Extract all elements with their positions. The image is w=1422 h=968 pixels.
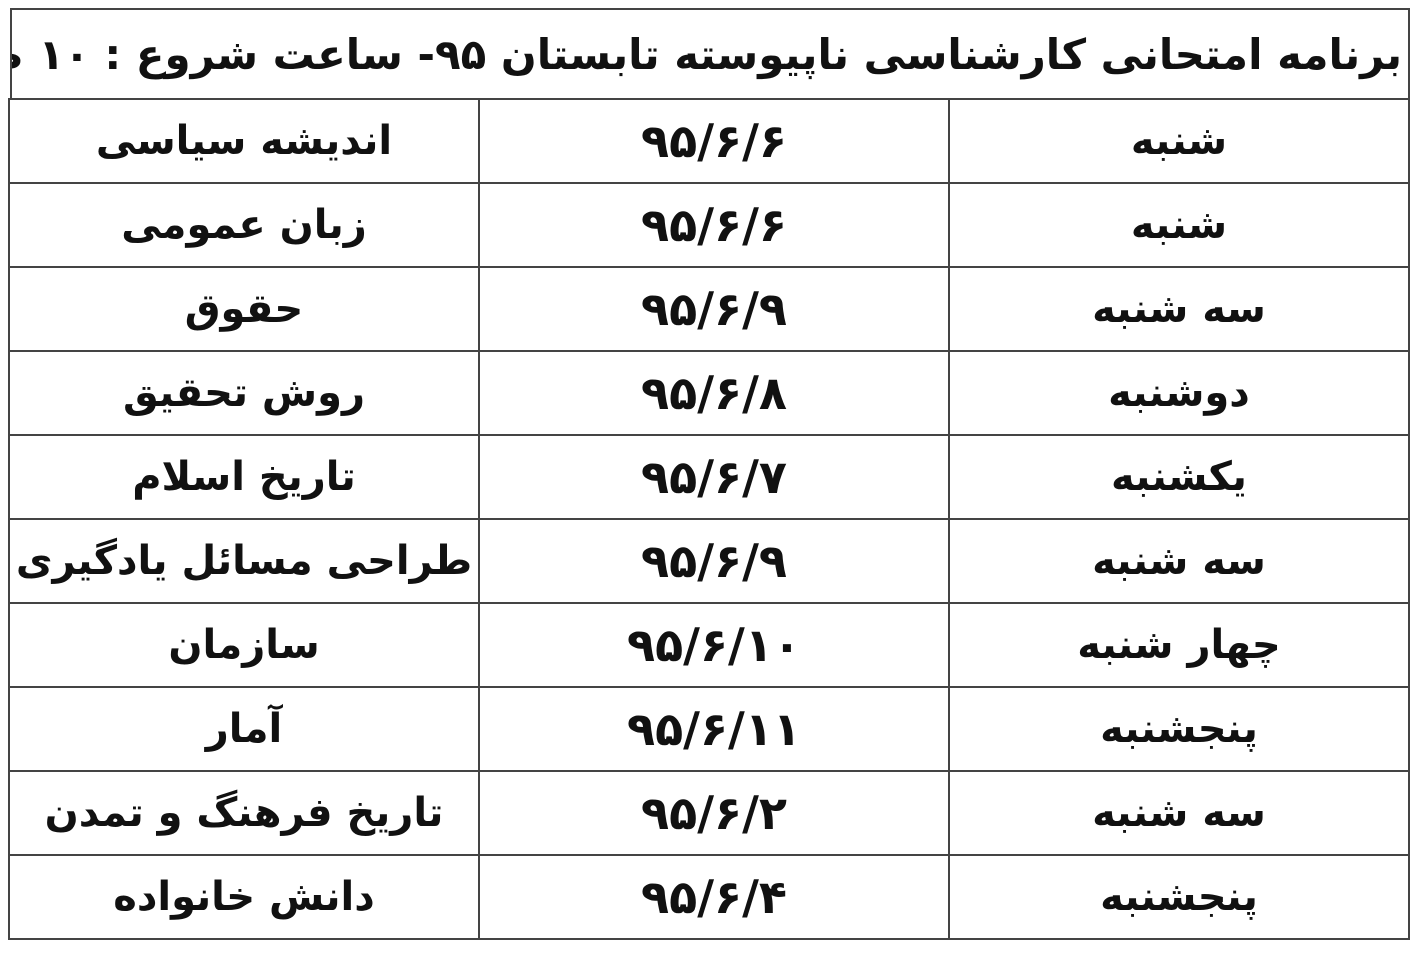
table-body: شنبه ۹۵/۶/۶ اندیشه سیاسی شنبه ۹۵/۶/۶ زبان عمو… <box>8 98 1410 940</box>
day-cell: سه شنبه <box>948 266 1410 352</box>
exam-table: شنبه ۹۵/۶/۶ اندیشه سیاسی شنبه ۹۵/۶/۶ زبان عمو… <box>8 98 1410 940</box>
day-cell: شنبه <box>948 98 1410 184</box>
date-cell: ۹۵/۶/۴ <box>478 854 950 940</box>
course-cell: طراحی مسائل یادگیری <box>8 518 480 604</box>
table-row: سه شنبه ۹۵/۶/۹ طراحی مسائل یادگیری <box>8 518 1410 604</box>
table-row: دوشنبه ۹۵/۶/۸ روش تحقیق <box>8 350 1410 436</box>
day-cell: پنجشنبه <box>948 686 1410 772</box>
date-cell: ۹۵/۶/۸ <box>478 350 950 436</box>
course-cell: تاریخ فرهنگ و تمدن <box>8 770 480 856</box>
date-cell: ۹۵/۶/۲ <box>478 770 950 856</box>
table-row: پنجشنبه ۹۵/۶/۱۱ آمار <box>8 686 1410 772</box>
day-cell: پنجشنبه <box>948 854 1410 940</box>
table-row: شنبه ۹۵/۶/۶ زبان عمومی <box>8 182 1410 268</box>
day-cell: چهار شنبه <box>948 602 1410 688</box>
table-row: سه شنبه ۹۵/۶/۲ تاریخ فرهنگ و تمدن <box>8 770 1410 856</box>
date-cell: ۹۵/۶/۱۱ <box>478 686 950 772</box>
course-cell: روش تحقیق <box>8 350 480 436</box>
date-cell: ۹۵/۶/۶ <box>478 98 950 184</box>
course-cell: آمار <box>8 686 480 772</box>
date-cell: ۹۵/۶/۶ <box>478 182 950 268</box>
table-row: شنبه ۹۵/۶/۶ اندیشه سیاسی <box>8 98 1410 184</box>
date-cell: ۹۵/۶/۹ <box>478 518 950 604</box>
course-cell: دانش خانواده <box>8 854 480 940</box>
course-cell: تاریخ اسلام <box>8 434 480 520</box>
date-cell: ۹۵/۶/۷ <box>478 434 950 520</box>
table-row: یکشنبه ۹۵/۶/۷ تاریخ اسلام <box>8 434 1410 520</box>
date-cell: ۹۵/۶/۹ <box>478 266 950 352</box>
date-cell: ۹۵/۶/۱۰ <box>478 602 950 688</box>
course-cell: زبان عمومی <box>8 182 480 268</box>
day-cell: سه شنبه <box>948 518 1410 604</box>
course-cell: سازمان <box>8 602 480 688</box>
day-cell: دوشنبه <box>948 350 1410 436</box>
day-cell: شنبه <box>948 182 1410 268</box>
sheet: برنامه امتحانی کارشناسی ناپیوسته تابستان… <box>8 8 1410 940</box>
table-row: چهار شنبه ۹۵/۶/۱۰ سازمان <box>8 602 1410 688</box>
course-cell: حقوق <box>8 266 480 352</box>
course-cell: اندیشه سیاسی <box>8 98 480 184</box>
day-cell: سه شنبه <box>948 770 1410 856</box>
table-row: پنجشنبه ۹۵/۶/۴ دانش خانواده <box>8 854 1410 940</box>
title: برنامه امتحانی کارشناسی ناپیوسته تابستان… <box>10 8 1410 98</box>
day-cell: یکشنبه <box>948 434 1410 520</box>
table-row: سه شنبه ۹۵/۶/۹ حقوق <box>8 266 1410 352</box>
